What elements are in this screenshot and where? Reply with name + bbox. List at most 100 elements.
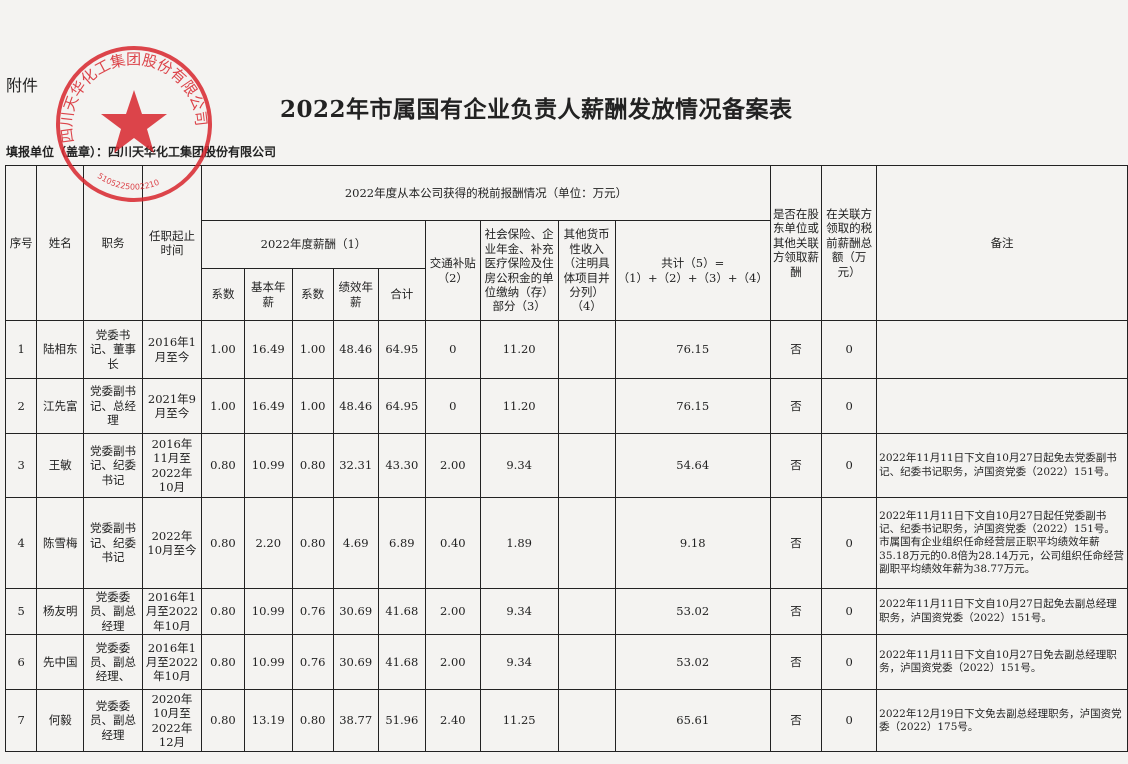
cell-total: 76.15 — [614, 378, 771, 434]
cell-other — [557, 689, 616, 753]
cell-tenure: 2021年9月至今 — [141, 378, 203, 434]
cell-perf: 30.69 — [332, 634, 379, 691]
cell-total: 53.02 — [614, 587, 771, 636]
cell-coef2: 0.80 — [291, 497, 334, 589]
table-row: 7 何毅 党委委员、副总经理 2020年10月至2022年12月 0.80 13.19 0.… — [4, 689, 1128, 753]
cell-other — [557, 587, 616, 636]
header-seq: 序号 — [4, 165, 38, 321]
header-tenure: 任职起止时间 — [141, 165, 203, 321]
cell-total: 76.15 — [614, 320, 771, 379]
attachment-label: 附件 — [6, 76, 39, 95]
cell-coef1: 0.80 — [201, 689, 245, 753]
cell-coef2: 1.00 — [291, 320, 334, 379]
cell-shareholder: 否 — [769, 634, 823, 691]
cell-remark: 2022年11月11日下文自10月27日起免去副总经理职务，泸国资党委（2022… — [876, 587, 1128, 636]
cell-subtotal: 41.68 — [377, 587, 426, 636]
cell-total: 53.02 — [614, 634, 771, 691]
header-coef2: 系数 — [291, 268, 334, 321]
cell-remark: 2022年12月19日下文免去副总经理职务，泸国资党委（2022）175号。 — [876, 689, 1128, 753]
cell-perf: 4.69 — [332, 497, 379, 589]
cell-transport: 2.00 — [424, 634, 481, 691]
cell-transport: 0.40 — [424, 497, 481, 589]
cell-subtotal: 41.68 — [377, 634, 426, 691]
cell-perf: 32.31 — [332, 433, 379, 498]
cell-related: 0 — [821, 689, 878, 753]
cell-subtotal: 43.30 — [377, 433, 426, 498]
cell-perf: 38.77 — [332, 689, 379, 753]
cell-related: 0 — [821, 497, 878, 589]
header-perf: 绩效年薪 — [332, 268, 379, 321]
cell-name: 杨友明 — [36, 587, 85, 636]
cell-name: 江先富 — [36, 378, 85, 434]
cell-position: 党委副书记、总经理 — [83, 378, 143, 434]
cell-related: 0 — [821, 433, 878, 498]
cell-transport: 2.00 — [424, 433, 481, 498]
cell-name: 先中国 — [36, 634, 85, 691]
cell-related: 0 — [821, 587, 878, 636]
cell-tenure: 2020年10月至2022年12月 — [141, 689, 203, 753]
cell-tenure: 2016年11月至2022年10月 — [141, 433, 203, 498]
cell-transport: 2.00 — [424, 587, 481, 636]
cell-subtotal: 51.96 — [377, 689, 426, 753]
cell-seq: 3 — [4, 433, 38, 498]
table-row: 3 王敏 党委副书记、纪委书记 2016年11月至2022年10月 0.80 10.99 0… — [4, 433, 1128, 498]
cell-other — [557, 634, 616, 691]
cell-subtotal: 64.95 — [377, 320, 426, 379]
header-shareholder: 是否在股东单位或其他关联方领取薪酬 — [769, 165, 823, 321]
cell-tenure: 2016年1月至今 — [141, 320, 203, 379]
page-title: 2022年市属国有企业负责人薪酬发放情况备案表 — [280, 96, 793, 123]
table-row: 2 江先富 党委副书记、总经理 2021年9月至今 1.00 16.49 1.00 48.46… — [4, 378, 1128, 434]
cell-tenure: 2016年1月至2022年10月 — [141, 587, 203, 636]
cell-transport: 0 — [424, 378, 481, 434]
cell-coef1: 1.00 — [201, 378, 245, 434]
cell-coef2: 0.80 — [291, 433, 334, 498]
cell-insurance: 11.20 — [479, 320, 559, 379]
cell-position: 党委副书记、纪委书记 — [83, 497, 143, 589]
cell-seq: 2 — [4, 378, 38, 434]
cell-position: 党委委员、副总经理 — [83, 587, 143, 636]
cell-shareholder: 否 — [769, 689, 823, 753]
cell-seq: 1 — [4, 320, 38, 379]
cell-position: 党委书记、董事长 — [83, 320, 143, 379]
cell-base: 2.20 — [243, 497, 293, 589]
cell-insurance: 9.34 — [479, 634, 559, 691]
cell-position: 党委副书记、纪委书记 — [83, 433, 143, 498]
cell-position: 党委委员、副总经理、 — [83, 634, 143, 691]
header-other: 其他货币性收入（注明具体项目并分列）（4） — [557, 220, 616, 321]
cell-seq: 4 — [4, 497, 38, 589]
cell-base: 16.49 — [243, 378, 293, 434]
cell-shareholder: 否 — [769, 433, 823, 498]
header-income-group: 2022年度从本公司获得的税前报酬情况（单位：万元） — [201, 165, 771, 221]
cell-shareholder: 否 — [769, 320, 823, 379]
cell-base: 10.99 — [243, 587, 293, 636]
header-base: 基本年薪 — [243, 268, 293, 321]
cell-insurance: 9.34 — [479, 433, 559, 498]
table-row: 6 先中国 党委委员、副总经理、 2016年1月至2022年10月 0.80 10.99 0… — [4, 634, 1128, 691]
cell-related: 0 — [821, 378, 878, 434]
cell-name: 王敏 — [36, 433, 85, 498]
cell-remark: 2022年11月11日下文自10月27日起免去党委副书记、纪委书记职务，泸国资党… — [876, 433, 1128, 498]
cell-total: 54.64 — [614, 433, 771, 498]
cell-coef1: 0.80 — [201, 587, 245, 636]
svg-text:四川天华化工集团股份有限公司: 四川天华化工集团股份有限公司 — [58, 50, 211, 144]
cell-insurance: 11.20 — [479, 378, 559, 434]
cell-perf: 48.46 — [332, 378, 379, 434]
header-insurance: 社会保险、企业年金、补充医疗保险及住房公积金的单位缴纳（存）部分（3） — [479, 220, 559, 321]
reporting-unit: 填报单位（盖章）：四川天华化工集团股份有限公司 — [6, 145, 277, 159]
cell-transport: 0 — [424, 320, 481, 379]
cell-seq: 6 — [4, 634, 38, 691]
cell-other — [557, 320, 616, 379]
cell-remark — [876, 378, 1128, 434]
header-related: 在关联方领取的税前薪酬总额（万元） — [821, 165, 878, 321]
cell-base: 10.99 — [243, 433, 293, 498]
table-row: 4 陈雪梅 党委副书记、纪委书记 2022年10月至今 0.80 2.20 0.80 4.69… — [4, 497, 1128, 589]
cell-name: 何毅 — [36, 689, 85, 753]
cell-remark: 2022年11月11日下文自10月27日起任党委副书记、纪委书记职务，泸国资党委… — [876, 497, 1128, 589]
cell-subtotal: 64.95 — [377, 378, 426, 434]
cell-position: 党委委员、副总经理 — [83, 689, 143, 753]
header-coef1: 系数 — [201, 268, 245, 321]
header-salary-group: 2022年度薪酬（1） — [201, 220, 426, 269]
cell-tenure: 2016年1月至2022年10月 — [141, 634, 203, 691]
header-remark: 备注 — [876, 165, 1128, 321]
cell-name: 陈雪梅 — [36, 497, 85, 589]
